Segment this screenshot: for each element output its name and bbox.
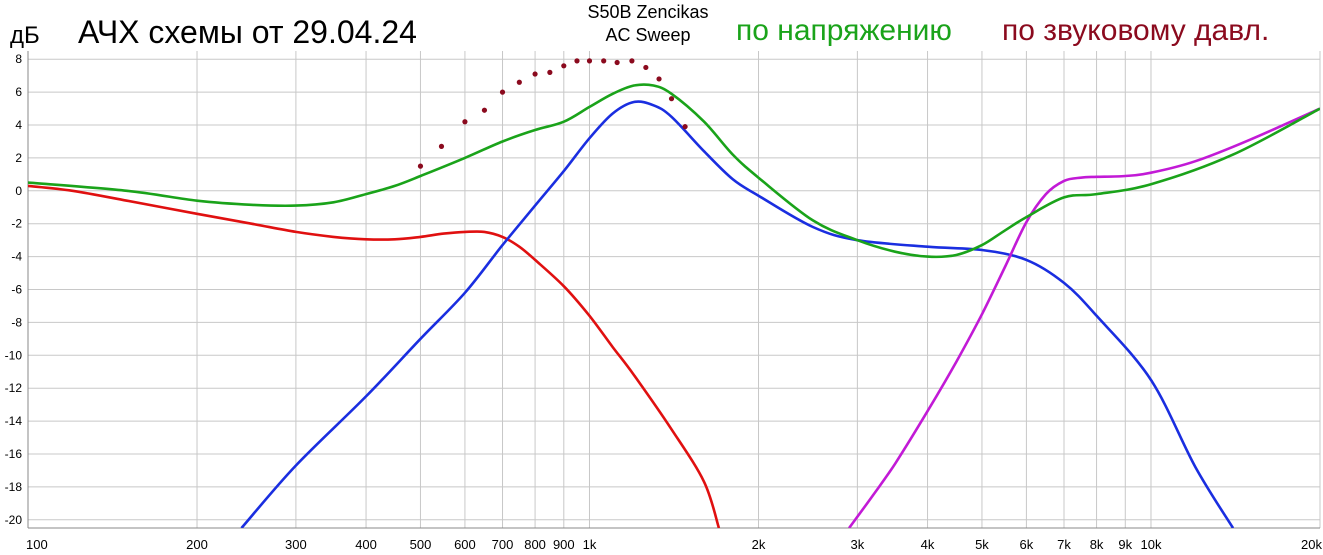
chart-subtitle-device: S50B Zencikas <box>587 2 709 22</box>
x-tick-label: 500 <box>410 537 432 552</box>
series-line-magenta <box>848 107 1320 528</box>
series-line-red <box>28 184 721 528</box>
y-tick-label: -18 <box>5 480 23 494</box>
data-point-pressure_dots <box>417 163 424 169</box>
x-tick-label: 900 <box>553 537 575 552</box>
y-tick-label: 4 <box>15 118 22 132</box>
legend-pressure: по звуковому давл. <box>1002 14 1270 47</box>
data-point-pressure_dots <box>629 58 635 64</box>
x-tick-label: 1k <box>583 537 597 552</box>
series-line-blue <box>240 100 1235 528</box>
data-point-pressure_dots <box>561 63 567 69</box>
data-point-pressure_dots <box>438 143 445 149</box>
data-point-pressure_dots <box>462 119 468 125</box>
y-tick-label: -12 <box>5 381 23 395</box>
data-point-pressure_dots <box>601 58 607 64</box>
legend-voltage: по напряжению <box>736 14 952 47</box>
x-tick-label: 700 <box>492 537 514 552</box>
data-point-pressure_dots <box>516 79 522 85</box>
x-tick-label: 400 <box>355 537 377 552</box>
y-tick-label: -10 <box>5 348 23 362</box>
data-point-pressure_dots <box>499 89 506 95</box>
x-tick-label: 6k <box>1020 537 1034 552</box>
y-tick-label: 8 <box>15 52 22 66</box>
data-point-pressure_dots <box>586 58 593 64</box>
x-tick-label: 200 <box>186 537 208 552</box>
x-tick-label: 9k <box>1118 537 1132 552</box>
y-tick-label: 2 <box>15 151 22 165</box>
y-tick-label: -4 <box>11 250 22 264</box>
x-tick-label: 7k <box>1057 537 1071 552</box>
y-tick-label: -16 <box>5 447 23 461</box>
data-point-pressure_dots <box>656 76 662 82</box>
x-tick-label: 2k <box>752 537 766 552</box>
y-tick-label: 0 <box>15 184 22 198</box>
x-tick-label: 5k <box>975 537 989 552</box>
series-line-green <box>28 83 1320 259</box>
x-tick-label: 600 <box>454 537 476 552</box>
x-tick-label: 8k <box>1090 537 1104 552</box>
data-point-pressure_dots <box>668 96 675 102</box>
x-tick-label: 800 <box>524 537 546 552</box>
y-tick-label: -2 <box>11 217 22 231</box>
x-tick-label: 10k <box>1140 537 1161 552</box>
x-tick-label: 4k <box>921 537 935 552</box>
chart-title: АЧХ схемы от 29.04.24 <box>78 14 417 50</box>
data-point-pressure_dots <box>547 69 553 75</box>
chart-subtitle-analysis: AC Sweep <box>605 25 691 45</box>
y-tick-label: -6 <box>11 283 22 297</box>
y-axis-unit-label: дБ <box>10 22 40 49</box>
x-tick-label: 3k <box>851 537 865 552</box>
y-tick-label: -8 <box>11 315 22 329</box>
x-tick-label: 20k <box>1301 537 1322 552</box>
data-point-pressure_dots <box>682 124 688 130</box>
data-point-pressure_dots <box>481 107 488 113</box>
x-tick-label: 300 <box>285 537 307 552</box>
y-tick-label: -14 <box>5 414 23 428</box>
y-tick-label: 6 <box>15 85 22 99</box>
data-point-pressure_dots <box>643 64 649 71</box>
data-point-pressure_dots <box>574 58 580 64</box>
data-point-pressure_dots <box>532 71 538 77</box>
y-tick-label: -20 <box>5 513 23 527</box>
data-point-pressure_dots <box>614 59 620 66</box>
x-tick-label: 100 <box>26 537 48 552</box>
